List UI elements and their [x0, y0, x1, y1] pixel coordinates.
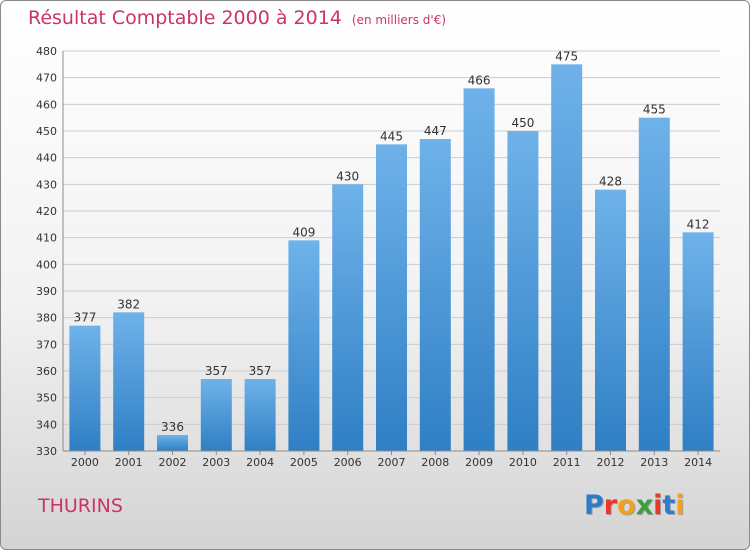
x-tick-label: 2014	[684, 456, 712, 469]
bar-value-label: 455	[643, 103, 666, 117]
bar-value-label: 377	[73, 311, 96, 325]
logo-letter: i	[675, 490, 685, 521]
bar-value-label: 357	[205, 364, 228, 378]
logo-letter: P	[584, 490, 604, 521]
bar-value-label: 445	[380, 129, 403, 143]
bar	[638, 117, 670, 452]
bar-value-label: 357	[249, 364, 272, 378]
bar	[682, 232, 714, 451]
bar-value-label: 466	[468, 73, 491, 87]
bar	[551, 64, 583, 452]
x-tick-label: 2002	[159, 456, 187, 469]
y-tick-label: 360	[36, 365, 57, 378]
bar	[157, 435, 188, 451]
bar	[507, 131, 539, 451]
bar	[376, 144, 407, 452]
x-tick-label: 2010	[509, 456, 537, 469]
bar-value-label: 475	[555, 49, 578, 63]
place-name: THURINS	[38, 495, 123, 517]
bar	[463, 88, 495, 451]
x-tick-label: 2006	[334, 456, 362, 469]
bars-layer	[69, 64, 714, 452]
chart-subtitle: (en milliers d'€)	[351, 13, 447, 27]
x-tick-label: 2009	[465, 456, 493, 469]
bar	[200, 379, 232, 451]
y-tick-label: 430	[36, 178, 57, 191]
bar-value-label: 409	[292, 225, 315, 239]
logo-letter: o	[617, 490, 636, 521]
bar-value-label: 450	[511, 116, 534, 130]
x-tick-label: 2005	[290, 456, 318, 469]
y-tick-label: 330	[36, 445, 57, 458]
x-tick-label: 2004	[246, 456, 274, 469]
y-tick-label: 390	[36, 285, 57, 298]
x-tick-label: 2000	[71, 456, 99, 469]
bar	[419, 139, 451, 451]
labels-layer: 377 382 336 357 357 409 430 445 447 466 450 475 428 4…	[73, 49, 709, 434]
bar	[595, 189, 626, 451]
bar-value-label: 412	[687, 217, 710, 231]
bar-value-label: 447	[424, 124, 447, 138]
x-tick-label: 2001	[115, 456, 143, 469]
y-tick-label: 470	[36, 72, 57, 85]
bar-value-label: 336	[161, 420, 184, 434]
x-tick-label: 2003	[202, 456, 230, 469]
y-tick-label: 480	[36, 45, 57, 58]
x-tick-label: 2013	[640, 456, 668, 469]
x-tick-label: 2012	[597, 456, 625, 469]
logo-letter: r	[603, 490, 618, 521]
y-tick-label: 440	[36, 152, 57, 165]
x-tick-label: 2007	[378, 456, 406, 469]
chart-title-text: Résultat Comptable 2000 à 2014	[28, 7, 342, 29]
y-tick-label: 410	[36, 232, 57, 245]
logo-letter: i	[653, 490, 663, 521]
bar	[244, 379, 276, 451]
proxiti-logo: Proxiti	[584, 490, 685, 521]
chart-title: Résultat Comptable 2000 à 2014 (en millie…	[28, 7, 446, 29]
x-tick-label: 2011	[553, 456, 581, 469]
bar-value-label: 428	[599, 175, 622, 189]
bar	[69, 325, 101, 451]
y-tick-label: 340	[36, 418, 57, 431]
bar	[113, 312, 145, 451]
y-tick-label: 350	[36, 392, 57, 405]
y-tick-label: 450	[36, 125, 57, 138]
axis-layer: 330 340 350 360 370 380 390 400 410 420 430 440 450 4…	[36, 45, 720, 469]
y-tick-label: 460	[36, 98, 57, 111]
bar-value-label: 430	[336, 169, 359, 183]
y-tick-label: 420	[36, 205, 57, 218]
y-tick-label: 400	[36, 258, 57, 271]
logo-letter: t	[662, 490, 676, 521]
bar	[332, 184, 364, 452]
bar	[288, 240, 320, 451]
y-tick-label: 380	[36, 312, 57, 325]
logo-letter: x	[635, 490, 654, 521]
y-tick-label: 370	[36, 338, 57, 351]
bar-value-label: 382	[117, 297, 140, 311]
x-tick-label: 2008	[421, 456, 449, 469]
